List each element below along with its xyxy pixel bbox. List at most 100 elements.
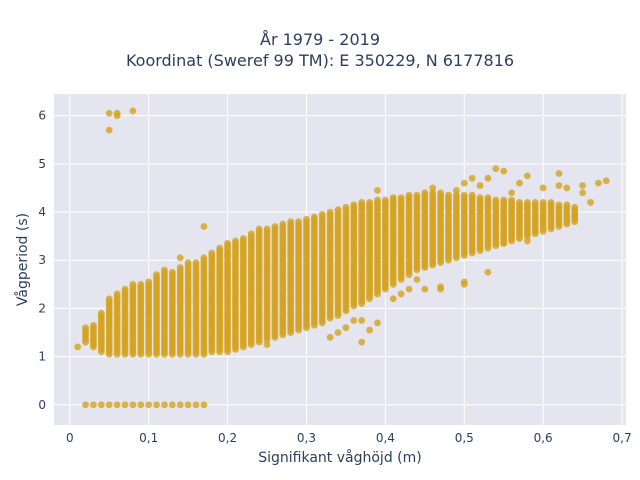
data-point <box>247 230 255 238</box>
data-point <box>129 280 137 288</box>
data-point <box>129 401 137 409</box>
data-point <box>137 280 145 288</box>
data-point <box>358 317 366 324</box>
data-point <box>389 194 397 201</box>
data-point <box>452 191 460 199</box>
data-point <box>397 290 405 298</box>
data-point <box>350 317 358 324</box>
y-tick-label: 0 <box>38 398 46 412</box>
data-point <box>161 266 168 274</box>
data-point <box>105 401 113 409</box>
data-point <box>508 189 515 197</box>
data-point <box>192 401 200 409</box>
data-point <box>492 196 500 204</box>
data-point <box>342 324 350 332</box>
data-point <box>500 196 508 204</box>
data-point <box>429 189 437 197</box>
data-point <box>200 223 208 230</box>
data-point <box>287 218 295 226</box>
x-tick-label: 0,1 <box>139 431 158 445</box>
y-tick-label: 1 <box>38 350 46 364</box>
data-point <box>113 290 121 298</box>
data-point <box>105 126 113 134</box>
data-point <box>168 401 176 409</box>
data-point <box>500 167 508 175</box>
data-point <box>476 194 484 201</box>
data-point <box>176 254 184 262</box>
data-point <box>137 401 145 409</box>
x-axis-title: Signifikant våghöjd (m) <box>258 449 421 466</box>
data-point <box>571 211 579 218</box>
data-point <box>476 182 484 189</box>
data-point <box>350 201 358 209</box>
data-point <box>602 177 610 185</box>
data-point <box>192 259 200 267</box>
data-point <box>437 189 444 197</box>
data-point <box>405 285 413 293</box>
data-point <box>239 235 247 242</box>
x-tick-label: 0,2 <box>218 431 237 445</box>
data-point <box>523 172 531 180</box>
x-axis-ticks: 0 0,1 0,2 0,3 0,4 0,5 0,6 0,7 <box>66 431 632 445</box>
data-point <box>168 268 176 276</box>
data-point <box>342 203 350 211</box>
data-point <box>468 191 476 199</box>
data-point <box>263 341 271 348</box>
data-point <box>421 189 429 197</box>
x-tick-label: 0,3 <box>297 431 316 445</box>
data-point <box>82 324 89 332</box>
data-point <box>279 220 287 228</box>
x-tick-label: 0,4 <box>376 431 395 445</box>
data-point <box>263 225 271 233</box>
data-point <box>326 208 334 216</box>
data-point <box>184 259 192 267</box>
data-point <box>374 319 381 327</box>
y-axis-title: Vågperiod (s) <box>14 213 31 306</box>
data-point <box>295 218 302 226</box>
data-point <box>429 184 437 192</box>
data-point <box>129 107 137 115</box>
data-point <box>539 184 547 192</box>
data-point <box>105 295 113 303</box>
data-point <box>405 191 413 199</box>
data-point <box>460 280 468 288</box>
data-point <box>579 189 587 197</box>
data-point <box>571 203 579 211</box>
data-point <box>381 196 389 204</box>
data-point <box>358 199 366 206</box>
data-point <box>555 182 563 189</box>
data-point <box>113 401 121 409</box>
data-point <box>492 165 500 173</box>
data-point <box>539 199 547 206</box>
data-point <box>579 182 587 189</box>
x-tick-label: 0,7 <box>613 431 632 445</box>
data-point <box>255 225 263 233</box>
data-point <box>452 186 460 194</box>
y-tick-label: 5 <box>38 157 46 171</box>
data-point <box>153 401 160 409</box>
chart-title-line-1: År 1979 - 2019 <box>260 30 380 49</box>
chart-title-line-2: Koordinat (Sweref 99 TM): E 350229, N 61… <box>125 51 515 70</box>
x-tick-label: 0,5 <box>455 431 474 445</box>
data-point <box>310 213 318 221</box>
data-point <box>232 237 239 245</box>
data-point <box>484 268 492 276</box>
data-point <box>468 174 476 182</box>
data-point <box>184 401 192 409</box>
data-point <box>90 401 97 409</box>
data-point <box>516 199 523 206</box>
data-point <box>484 194 492 201</box>
data-point <box>121 285 129 293</box>
data-point <box>366 199 373 206</box>
data-point <box>271 223 279 230</box>
data-point <box>523 237 531 245</box>
data-point <box>224 239 231 247</box>
data-point <box>413 191 421 199</box>
data-point <box>200 254 208 262</box>
data-point <box>484 174 492 182</box>
data-point <box>358 338 366 346</box>
data-point <box>90 321 97 329</box>
data-point <box>445 191 452 199</box>
y-tick-label: 4 <box>38 205 46 219</box>
